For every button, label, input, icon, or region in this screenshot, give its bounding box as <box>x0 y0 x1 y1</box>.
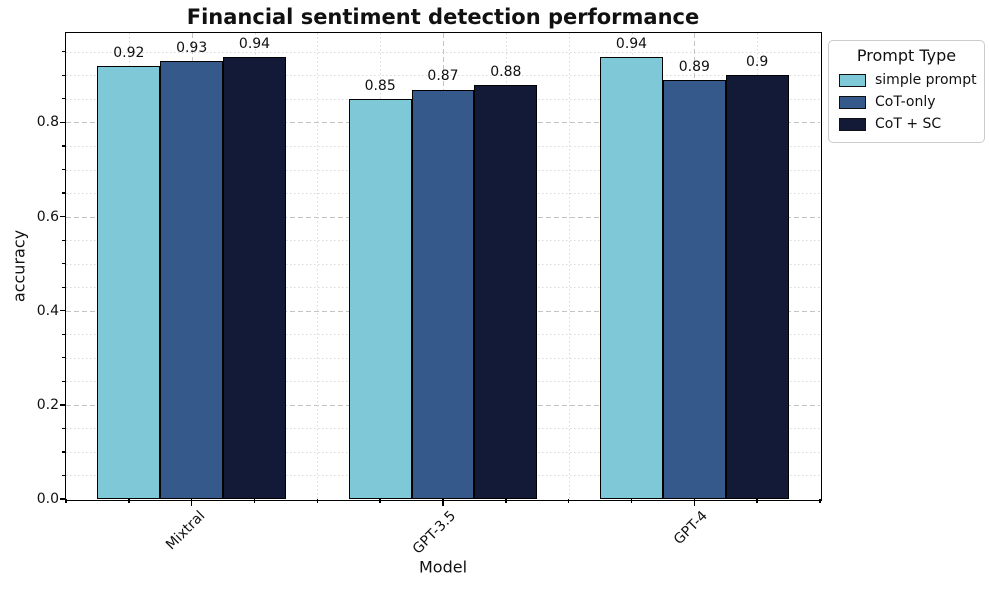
y-minor-tick <box>62 333 66 335</box>
legend-items: simple prompt CoT-only CoT + SC <box>837 69 977 135</box>
y-tick-label: 0.2 <box>36 396 59 413</box>
y-minor-tick <box>62 451 66 453</box>
x-minor-tick <box>630 499 633 503</box>
legend-item-CoT-only: CoT-only <box>837 91 976 113</box>
y-minor-tick <box>62 474 66 477</box>
legend-item-label: simple prompt <box>875 72 977 88</box>
bar-value-label: 0.88 <box>490 63 522 80</box>
y-minor-tick <box>62 239 66 241</box>
x-tick-label-GPT-4: GPT-4 <box>670 508 711 548</box>
gridline-minor-v <box>317 33 319 499</box>
y-minor-tick <box>62 145 66 147</box>
bar-Mixtral-CoT + SC <box>223 56 286 499</box>
y-major-tick <box>59 498 66 500</box>
y-minor-tick <box>62 286 66 288</box>
x-minor-tick <box>316 499 319 503</box>
y-major-tick <box>59 121 66 124</box>
legend-swatch-icon <box>839 95 866 109</box>
bar-GPT-3.5-simple prompt <box>348 98 412 499</box>
legend-item-CoT + SC: CoT + SC <box>837 113 976 135</box>
y-minor-tick <box>62 192 66 194</box>
x-axis-label: Model <box>418 557 468 577</box>
y-minor-tick <box>62 380 66 382</box>
y-minor-tick <box>62 98 66 100</box>
bar-GPT-3.5-CoT + SC <box>474 84 538 499</box>
chart-title: Financial sentiment detection performanc… <box>186 5 700 29</box>
x-tick-label-Mixtral: Mixtral <box>162 508 208 554</box>
x-tick-label-GPT-3.5: GPT-3.5 <box>409 508 460 558</box>
y-tick-label: 0.6 <box>36 208 59 225</box>
x-minor-tick <box>567 499 570 503</box>
x-minor-tick <box>253 499 256 503</box>
bar-value-label: 0.93 <box>176 40 208 57</box>
y-major-tick <box>59 215 66 218</box>
x-minor-tick <box>819 499 821 503</box>
bar-GPT-3.5-CoT-only <box>411 89 475 499</box>
bar-value-label: 0.9 <box>746 54 769 71</box>
y-major-tick <box>59 404 66 406</box>
y-minor-tick <box>62 427 66 429</box>
bar-GPT-4-CoT + SC <box>725 75 789 499</box>
y-tick-label: 0.0 <box>36 491 59 507</box>
legend-item-label: CoT-only <box>875 94 936 110</box>
y-minor-tick <box>62 263 66 265</box>
legend-swatch-icon <box>839 73 866 87</box>
x-major-tick <box>442 499 444 506</box>
bar-Mixtral-CoT-only <box>160 61 224 499</box>
x-major-tick <box>190 499 193 506</box>
x-minor-tick <box>756 499 758 503</box>
bar-GPT-4-simple prompt <box>600 56 663 499</box>
y-minor-tick <box>62 74 66 76</box>
bar-value-label: 0.89 <box>678 59 710 76</box>
y-minor-tick <box>62 51 66 53</box>
x-minor-tick <box>65 499 67 503</box>
y-tick-label: 0.4 <box>36 302 59 319</box>
bar-GPT-4-CoT-only <box>662 80 726 499</box>
legend-swatch-icon <box>839 117 866 131</box>
bar-value-label: 0.94 <box>615 35 648 52</box>
bar-value-label: 0.85 <box>364 77 396 94</box>
y-axis-label: accuracy <box>9 229 29 303</box>
legend-item-label: CoT + SC <box>875 116 942 132</box>
x-minor-tick <box>379 499 381 503</box>
y-major-tick <box>59 309 66 312</box>
bar-value-label: 0.92 <box>113 44 145 61</box>
x-minor-tick <box>128 499 130 503</box>
plot-area: 0.92 0.85 0.94 0.93 0.87 0.89 0.94 0.88 0.9 <box>66 33 820 499</box>
gridline-minor-v <box>568 33 570 499</box>
y-tick-label: 0.8 <box>36 114 59 131</box>
y-minor-tick <box>62 168 66 171</box>
y-minor-tick <box>62 357 66 359</box>
x-minor-tick <box>505 499 507 503</box>
legend-title: Prompt Type <box>856 46 957 65</box>
bar-Mixtral-simple prompt <box>97 65 161 499</box>
legend: Prompt Type simple prompt CoT-only CoT + S… <box>828 40 985 143</box>
legend-item-simple prompt: simple prompt <box>837 69 977 91</box>
bar-value-label: 0.87 <box>427 68 459 85</box>
bar-value-label: 0.94 <box>238 35 271 52</box>
x-major-tick <box>693 499 696 506</box>
